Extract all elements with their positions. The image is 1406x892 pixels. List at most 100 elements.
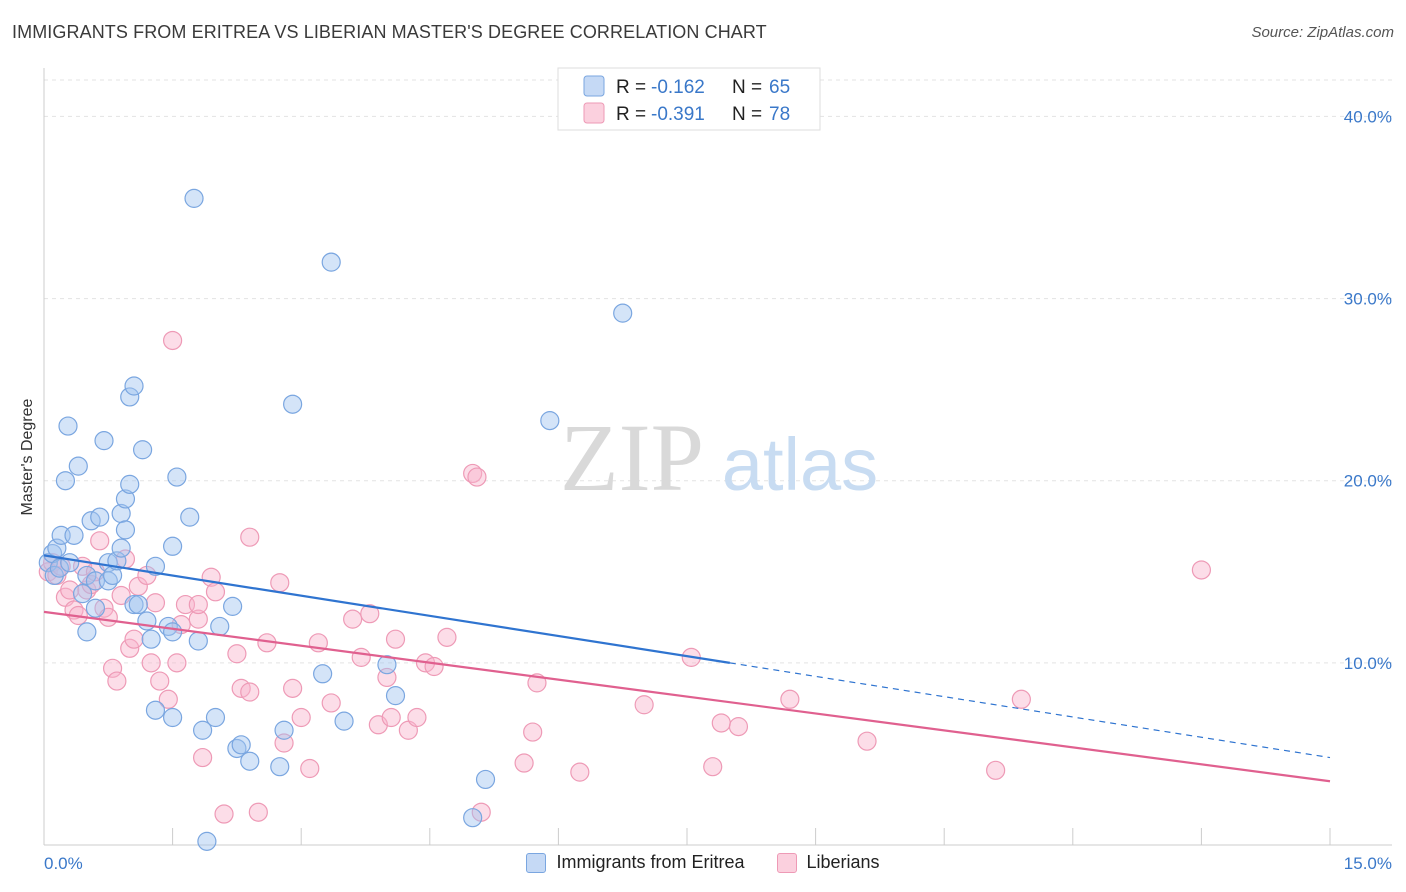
point-liberian bbox=[467, 467, 487, 487]
axes bbox=[43, 68, 1392, 846]
point-liberian bbox=[205, 582, 226, 602]
point-liberian bbox=[728, 717, 749, 737]
legend-r-label-liberians: R = bbox=[616, 104, 646, 125]
point-liberian bbox=[120, 638, 140, 658]
point-eritrea bbox=[72, 584, 93, 604]
point-liberian bbox=[986, 760, 1006, 780]
source-label: Source: ZipAtlas.com bbox=[1251, 24, 1394, 41]
legend-bottom-swatch-liberians bbox=[776, 852, 797, 873]
point-eritrea bbox=[115, 520, 136, 540]
point-eritrea bbox=[463, 808, 483, 828]
y-tick-label: 10.0% bbox=[1344, 654, 1392, 673]
point-eritrea bbox=[540, 411, 560, 431]
point-eritrea bbox=[385, 686, 406, 706]
trend-line-liberians bbox=[43, 610, 1331, 783]
legend-item-liberians[interactable]: Liberians bbox=[776, 852, 880, 873]
point-liberian bbox=[570, 762, 590, 782]
point-eritrea bbox=[231, 735, 251, 755]
point-liberian bbox=[283, 678, 303, 698]
stats-legend: R = -0.162 N = 65 R = -0.391 N = 78 bbox=[557, 67, 821, 131]
series-legend: Immigrants from Eritrea Liberians bbox=[0, 852, 1406, 873]
point-eritrea bbox=[334, 711, 354, 731]
point-eritrea bbox=[184, 188, 204, 208]
point-liberian bbox=[227, 644, 247, 664]
point-eritrea bbox=[163, 707, 183, 728]
chart-title: IMMIGRANTS FROM ERITREA VS LIBERIAN MAST… bbox=[12, 22, 767, 42]
legend-r-value-eritrea: -0.162 bbox=[651, 77, 705, 98]
point-liberian bbox=[188, 594, 208, 615]
legend-swatch-liberians bbox=[583, 102, 605, 124]
legend-r-value-liberians: -0.391 bbox=[651, 104, 705, 125]
point-eritrea bbox=[85, 598, 106, 618]
point-liberian bbox=[780, 689, 800, 709]
point-liberian bbox=[360, 604, 380, 624]
point-eritrea bbox=[210, 616, 230, 637]
point-liberian bbox=[270, 573, 290, 593]
point-eritrea bbox=[145, 700, 166, 720]
point-liberian bbox=[1011, 689, 1031, 709]
gridlines bbox=[44, 79, 1392, 664]
legend-n-label-liberians: N = bbox=[732, 104, 762, 125]
point-eritrea bbox=[223, 596, 243, 616]
point-eritrea bbox=[120, 474, 140, 494]
x-tick-label-max: 15.0% bbox=[1344, 854, 1392, 873]
point-eritrea bbox=[180, 507, 200, 527]
legend-n-value-liberians: 78 bbox=[769, 104, 790, 125]
point-eritrea bbox=[205, 707, 226, 728]
point-liberian bbox=[188, 609, 208, 629]
y-tick-label: 20.0% bbox=[1344, 472, 1392, 491]
point-eritrea bbox=[94, 431, 114, 451]
point-liberian bbox=[193, 747, 213, 768]
legend-bottom-swatch-eritrea bbox=[526, 852, 547, 873]
watermark-zip: ZIP bbox=[560, 404, 704, 511]
point-eritrea bbox=[188, 631, 208, 651]
point-eritrea bbox=[132, 440, 153, 460]
point-eritrea bbox=[145, 556, 166, 576]
point-eritrea bbox=[120, 387, 140, 407]
point-liberian bbox=[523, 722, 543, 742]
point-eritrea bbox=[38, 553, 58, 573]
point-liberian bbox=[711, 713, 731, 733]
point-liberian bbox=[163, 330, 183, 351]
point-liberian bbox=[437, 627, 457, 647]
legend-label-eritrea: Immigrants from Eritrea bbox=[556, 852, 745, 872]
point-liberian bbox=[240, 527, 260, 547]
point-liberian bbox=[102, 658, 123, 678]
point-eritrea bbox=[321, 252, 341, 272]
point-eritrea bbox=[197, 831, 217, 851]
point-liberian bbox=[291, 707, 311, 728]
point-liberian bbox=[158, 689, 178, 709]
point-liberian bbox=[124, 629, 144, 649]
point-liberian bbox=[90, 531, 110, 551]
trend-lines bbox=[43, 554, 1331, 783]
point-eritrea bbox=[163, 622, 183, 642]
legend-swatch-eritrea bbox=[583, 75, 605, 97]
point-eritrea bbox=[55, 471, 76, 491]
point-eritrea bbox=[141, 629, 161, 649]
point-liberian bbox=[150, 671, 170, 691]
y-tick-label: 30.0% bbox=[1344, 290, 1392, 309]
trend-line-eritrea-extrapolated bbox=[729, 662, 1331, 759]
point-liberian bbox=[300, 758, 320, 779]
x-tick-label-min: 0.0% bbox=[44, 854, 83, 873]
point-eritrea bbox=[240, 751, 260, 771]
point-liberian bbox=[145, 593, 166, 613]
y-tick-labels: 10.0% 20.0% 30.0% 40.0% bbox=[1344, 107, 1392, 672]
point-eritrea bbox=[124, 594, 144, 615]
point-eritrea bbox=[613, 303, 633, 323]
point-eritrea bbox=[64, 525, 84, 545]
point-liberian bbox=[141, 653, 161, 673]
legend-r-label-eritrea: R = bbox=[616, 77, 646, 98]
point-eritrea bbox=[274, 720, 294, 740]
point-eritrea bbox=[111, 538, 131, 558]
point-eritrea bbox=[475, 769, 496, 790]
point-eritrea bbox=[68, 456, 88, 476]
legend-label-liberians: Liberians bbox=[806, 852, 880, 872]
point-liberian bbox=[343, 609, 363, 629]
point-eritrea bbox=[270, 757, 290, 777]
legend-item-eritrea[interactable]: Immigrants from Eritrea bbox=[526, 852, 745, 873]
watermark-atlas: atlas bbox=[722, 423, 878, 506]
point-eritrea bbox=[58, 416, 78, 436]
point-eritrea bbox=[163, 536, 183, 556]
y-tick-label: 40.0% bbox=[1344, 107, 1392, 126]
